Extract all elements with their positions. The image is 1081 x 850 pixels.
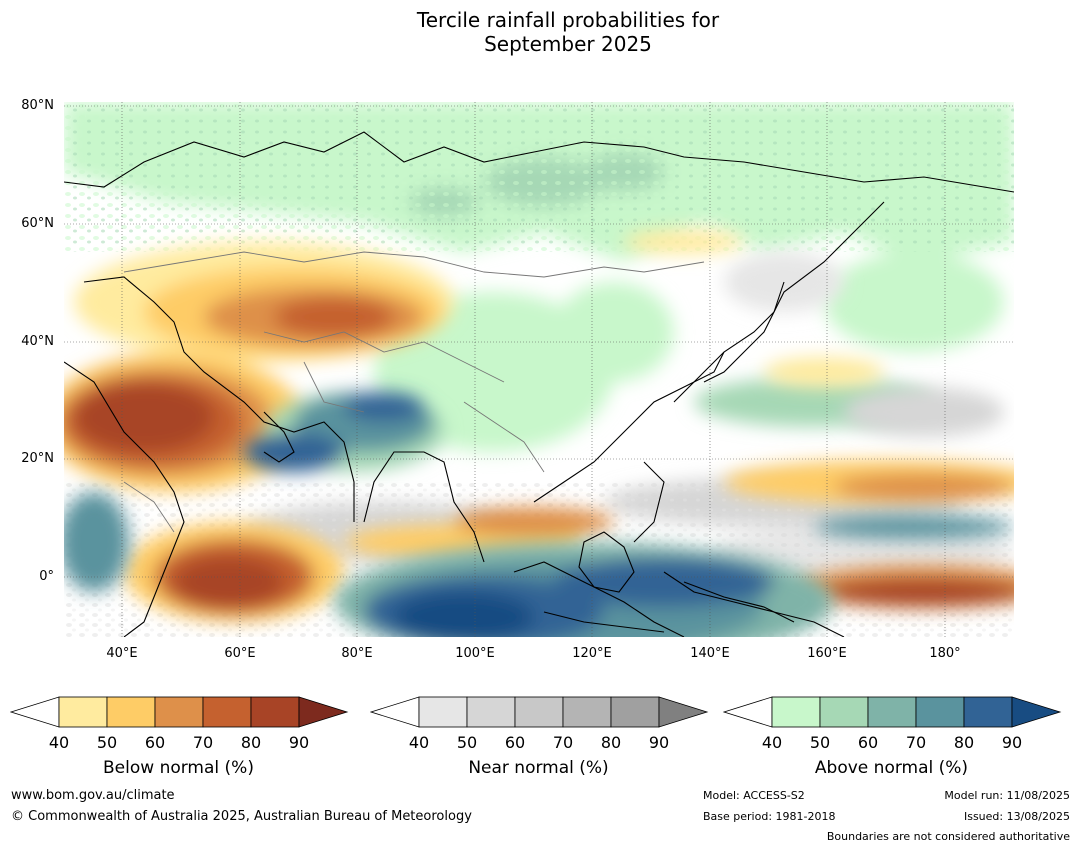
above-speckle-north: [64, 102, 1014, 252]
cbar-below-tick: 80: [240, 733, 262, 752]
rainfall-probability-map: [64, 102, 1014, 637]
colorbar-above-normal: [723, 696, 1062, 728]
cbar-below-seg-2: [106, 696, 156, 728]
lat-label-80n: 80°N: [21, 98, 54, 113]
cbar-above-tick: 50: [809, 733, 831, 752]
map-canvas: [64, 102, 1014, 637]
cbar-near-seg-1: [418, 696, 468, 728]
cbar-above-tick: 90: [1001, 733, 1023, 752]
cbar-below-tick: 70: [192, 733, 214, 752]
lat-label-0: 0°: [39, 569, 54, 584]
cbar-near-tick: 50: [456, 733, 478, 752]
cbar-below-tick: 50: [96, 733, 118, 752]
cbar-below-seg-4: [202, 696, 252, 728]
cbar-above-seg-5: [963, 696, 1013, 728]
footer-copyright: © Commonwealth of Australia 2025, Austra…: [11, 809, 472, 824]
title-line-1: Tercile rainfall probabilities for: [416, 8, 720, 32]
colorbar-near-normal: [370, 696, 709, 728]
cbar-above-tick: 60: [857, 733, 879, 752]
cbar-near-tick: 40: [408, 733, 430, 752]
footer-base-period: Base period: 1981-2018: [703, 810, 836, 823]
lon-label-40e: 40°E: [106, 646, 138, 661]
footer-model-run: Model run: 11/08/2025: [944, 789, 1070, 802]
cbar-below-seg-1: [58, 696, 108, 728]
lat-label-20n: 20°N: [21, 451, 54, 466]
graticule: [64, 102, 1014, 637]
cbar-below-seg-5: [250, 696, 300, 728]
lon-label-60e: 60°E: [224, 646, 256, 661]
lon-label-160e: 160°E: [807, 646, 847, 661]
footer-website: www.bom.gov.au/climate: [11, 788, 175, 803]
cbar-near-seg-2: [466, 696, 516, 728]
lon-label-120e: 120°E: [572, 646, 612, 661]
coastlines: [64, 131, 1014, 637]
cbar-above-min-arrow: [723, 696, 773, 728]
lon-label-80e: 80°E: [341, 646, 373, 661]
footer-model: Model: ACCESS-S2: [703, 789, 805, 802]
cbar-near-max-arrow: [658, 696, 709, 728]
lon-label-100e: 100°E: [455, 646, 495, 661]
lon-label-180: 180°: [929, 646, 961, 661]
cbar-above-title: Above normal (%): [814, 758, 969, 778]
lat-label-40n: 40°N: [21, 334, 54, 349]
above-normal-south: [64, 392, 1014, 637]
cbar-near-tick: 90: [648, 733, 670, 752]
map-title: Tercile rainfall probabilities for Septe…: [0, 8, 1081, 56]
country-boundaries: [123, 251, 705, 533]
cbar-near-title: Near normal (%): [468, 758, 609, 778]
cbar-near-seg-4: [562, 696, 612, 728]
cbar-near-seg-3: [514, 696, 564, 728]
footer-issued: Issued: 13/08/2025: [963, 810, 1070, 823]
cbar-near-tick: 60: [504, 733, 526, 752]
cbar-below-max-arrow: [298, 696, 349, 728]
cbar-below-seg-3: [154, 696, 204, 728]
cbar-near-min-arrow: [370, 696, 420, 728]
cbar-above-seg-2: [819, 696, 869, 728]
cbar-below-tick: 90: [288, 733, 310, 752]
cbar-below-tick: 60: [144, 733, 166, 752]
cbar-near-seg-5: [610, 696, 660, 728]
cbar-above-seg-1: [771, 696, 821, 728]
cbar-near-tick: 70: [552, 733, 574, 752]
cbar-above-max-arrow: [1011, 696, 1062, 728]
cbar-above-tick: 80: [953, 733, 975, 752]
cbar-above-seg-4: [915, 696, 965, 728]
cbar-near-tick: 80: [600, 733, 622, 752]
below-normal-regions: [64, 230, 1014, 622]
cbar-above-tick: 40: [761, 733, 783, 752]
footer-disclaimer: Boundaries are not considered authoritat…: [826, 830, 1070, 843]
colorbar-below-normal: [10, 696, 349, 728]
cbar-above-seg-3: [867, 696, 917, 728]
cbar-below-title: Below normal (%): [103, 758, 254, 778]
cbar-below-tick: 40: [48, 733, 70, 752]
cbar-above-tick: 70: [905, 733, 927, 752]
cbar-below-min-arrow: [10, 696, 60, 728]
lat-label-60n: 60°N: [21, 216, 54, 231]
title-line-2: September 2025: [484, 32, 652, 56]
lon-label-140e: 140°E: [690, 646, 730, 661]
